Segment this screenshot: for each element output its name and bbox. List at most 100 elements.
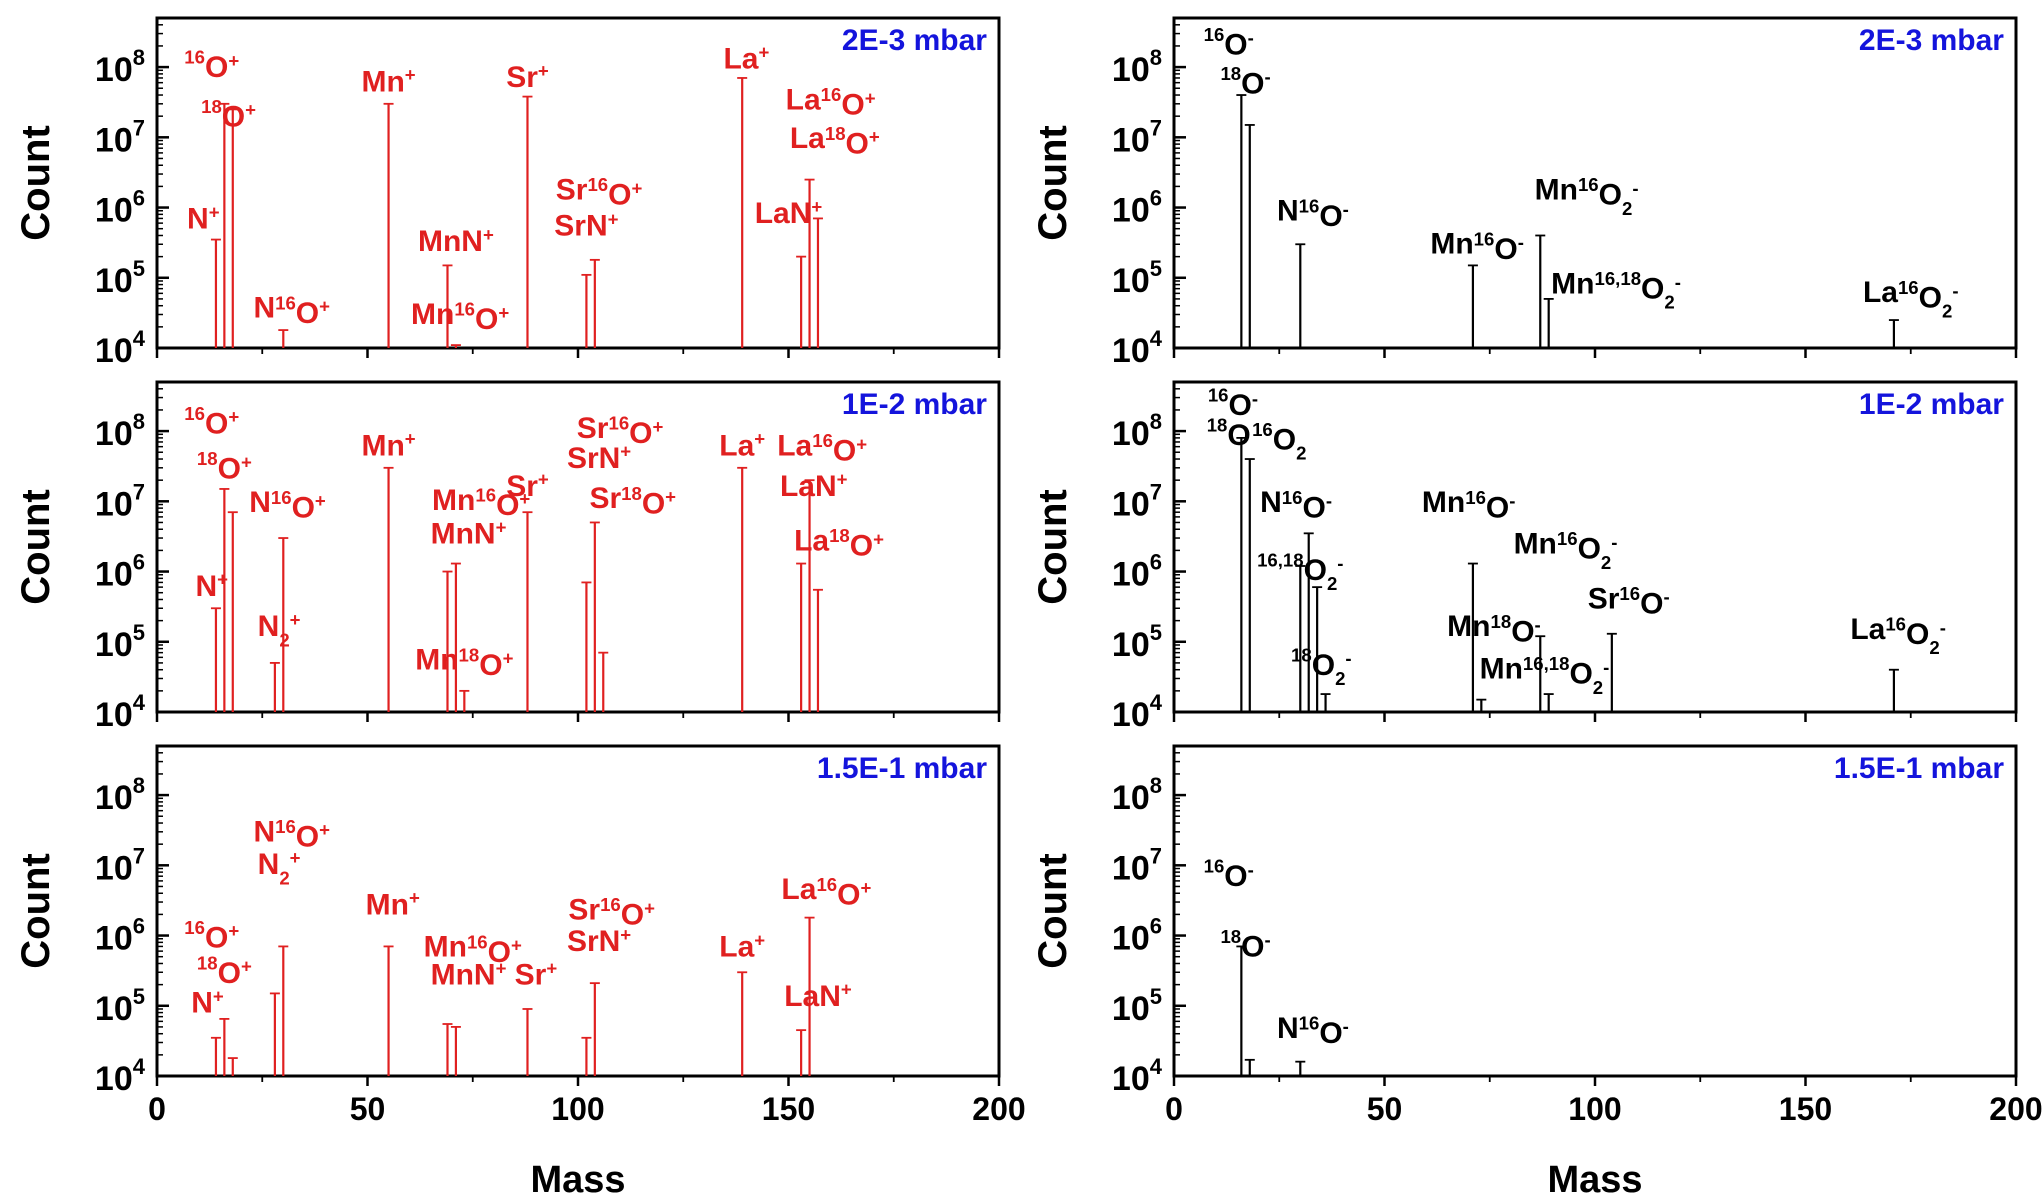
panel-pressure-title: 1E-2 mbar (842, 388, 987, 421)
y-tick-label: 107 (1112, 479, 1162, 523)
chart-panel-neg-1-5e-1: 104 105 106 107 108 0 50 100 150 200 Count Mass 1.5E… (1031, 744, 2043, 1201)
panel-pressure-title: 2E-3 mbar (1859, 24, 2004, 57)
peak-label: N+ (191, 985, 224, 1019)
spectrum-peak (227, 108, 238, 348)
x-tick-label: 100 (1568, 1091, 1621, 1127)
peak-label: LaN+ (755, 196, 823, 230)
peak-label: LaN+ (784, 979, 852, 1013)
peak-label: Mn16O+ (424, 931, 522, 969)
y-axis-label: Count (14, 125, 58, 241)
spectrum-peak (383, 945, 394, 1076)
y-tick-label: 104 (1112, 690, 1163, 734)
x-tick-label: 100 (551, 1091, 604, 1127)
spectrum-peak (1236, 94, 1247, 348)
spectrum-peak (796, 1029, 807, 1076)
spectrum-peak (581, 1036, 592, 1076)
spectrum-peak (219, 1018, 230, 1076)
spectrum-peak (278, 945, 289, 1076)
spectrum-peak (210, 1036, 221, 1076)
peak-label: Sr+ (515, 957, 558, 991)
peak-label: N16O+ (249, 486, 326, 524)
spectrum-peak (1312, 586, 1323, 712)
y-tick-label: 105 (95, 256, 145, 300)
spectrum-peak (589, 258, 600, 348)
spectrum-peak (227, 1057, 238, 1076)
peak-label: La18O+ (790, 122, 880, 160)
peak-label: La16O+ (777, 429, 867, 467)
spectrum-peak (581, 581, 592, 712)
y-tick-label: 107 (1112, 115, 1162, 159)
chart-panel-pos-1-5e-1: 104 105 106 107 108 0 50 100 150 200 Count Mass 1.5E… (14, 744, 1026, 1201)
peak-label: Mn+ (361, 428, 415, 462)
peak-label: Mn18O+ (415, 644, 513, 682)
spectrum-peak (1476, 698, 1487, 712)
x-axis-label: Mass (1547, 1159, 1642, 1201)
spectrum-peak (442, 264, 453, 348)
peak-label: 18O- (1220, 926, 1270, 964)
peak-label: 16O- (1208, 385, 1258, 423)
peak-label: N2+ (258, 847, 301, 888)
y-tick-label: 108 (95, 45, 145, 89)
x-tick-label: 0 (1165, 1091, 1183, 1127)
y-tick-label: 107 (95, 843, 145, 887)
y-tick-label: 106 (95, 914, 145, 958)
spectrum-peak (1467, 264, 1478, 348)
peak-label: N16O- (1277, 195, 1349, 233)
y-tick-label: 108 (1112, 45, 1162, 89)
y-tick-label: 104 (95, 326, 146, 370)
chart-panel-neg-1e-2: 104 105 106 107 108 Count 1E-2 mbar 16O-18O 16O2… (1031, 380, 2018, 734)
spectrum-peak (219, 488, 230, 712)
spectrum-peak (442, 1023, 453, 1076)
peak-label: Mn18O- (1447, 610, 1541, 648)
spectrum-peak (1236, 945, 1247, 1076)
y-tick-label: 104 (95, 690, 146, 734)
y-tick-label: 108 (95, 409, 145, 453)
peak-label: MnN+ (431, 957, 507, 991)
spectrum-peak (522, 511, 533, 712)
peak-label: 16O+ (184, 47, 239, 84)
x-tick-label: 200 (972, 1091, 1025, 1127)
x-tick-label: 150 (1779, 1091, 1832, 1127)
peak-label: N16O+ (253, 292, 330, 330)
peak-label: 18O+ (197, 448, 252, 486)
spectrum-peak (804, 178, 815, 348)
spectrum-peak (796, 562, 807, 712)
spectrum-peak (737, 971, 748, 1076)
spectrum-peak (804, 479, 815, 712)
spectrum-peak (383, 102, 394, 348)
spectrum-peak (812, 217, 823, 348)
peak-label: Sr18O+ (589, 482, 676, 520)
peak-label: La+ (719, 929, 765, 963)
spectrum-peak (1543, 298, 1554, 348)
panel-pressure-title: 2E-3 mbar (842, 24, 987, 57)
peak-label: SrN+ (567, 441, 631, 475)
spectrum-peak (522, 95, 533, 348)
peak-label: SrN+ (554, 208, 618, 242)
spectrum-peak (737, 77, 748, 348)
spectrum-peak (227, 511, 238, 712)
y-tick-label: 107 (95, 479, 145, 523)
peak-label: La+ (719, 428, 765, 462)
y-tick-label: 106 (95, 550, 145, 594)
peak-label: 16O+ (184, 917, 239, 955)
peak-label: Mn16O2- (1514, 528, 1618, 573)
chart-panel-pos-1e-2: 104 105 106 107 108 Count 1E-2 mbar 16O+ 18O+N16… (14, 380, 1001, 734)
y-tick-label: 108 (1112, 773, 1162, 817)
spectrum-peak (1295, 565, 1306, 712)
x-axis-label: Mass (530, 1159, 625, 1201)
peak-label: 16O- (1204, 24, 1254, 62)
spectrum-peak (450, 562, 461, 712)
spectrum-peak (1295, 1060, 1306, 1076)
spectrum-peak (1295, 243, 1306, 348)
x-tick-label: 50 (1367, 1091, 1403, 1127)
peak-label: N+ (187, 201, 220, 235)
peak-label: 16,18O2- (1257, 549, 1343, 594)
x-tick-label: 0 (148, 1091, 166, 1127)
peak-label: La16O+ (786, 83, 876, 121)
peak-label: La16O2- (1850, 613, 1946, 658)
peak-label: Mn16O- (1430, 228, 1524, 266)
y-tick-label: 108 (95, 773, 145, 817)
spectrum-peak (210, 238, 221, 348)
spectrum-peak (1244, 458, 1255, 712)
y-axis-label: Count (14, 853, 58, 969)
